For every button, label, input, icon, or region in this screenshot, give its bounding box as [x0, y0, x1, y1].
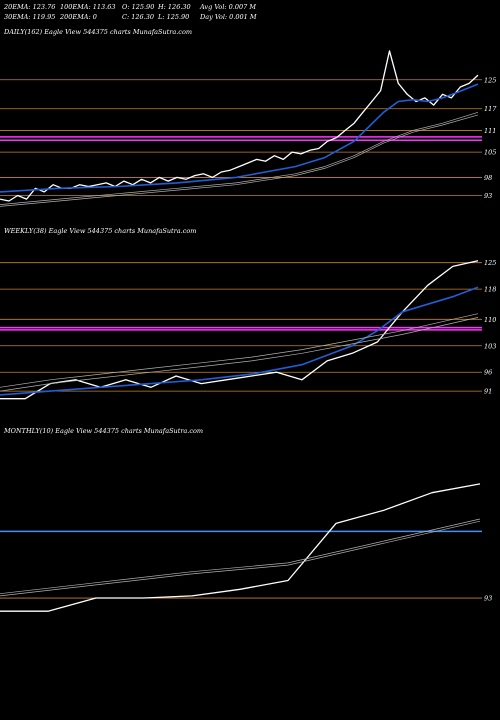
y-tick-label: 110 [484, 316, 496, 324]
stat-ema30: 30EMA: 119.95 [4, 13, 55, 21]
y-tick-label: 125 [484, 76, 496, 84]
y-tick-label: 93 [484, 192, 492, 200]
y-tick-label: 96 [484, 369, 492, 377]
daily-panel: 125 117 111 105 98 93 [0, 50, 497, 207]
stat-day-vol: Day Vol: 0.001 M [199, 13, 257, 21]
ema-blue-line [0, 83, 479, 193]
y-tick-label: 125 [484, 259, 496, 267]
y-tick-label: 93 [484, 595, 492, 603]
ema-gray-2-line [0, 317, 479, 392]
stat-avg-vol: Avg Vol: 0.007 M [199, 3, 256, 11]
stat-ema200: 200EMA: 0 [59, 13, 97, 21]
header-stats: 20EMA: 123.76 100EMA: 113.63 O: 125.90 H… [3, 3, 257, 21]
price-line [0, 260, 479, 400]
stat-high: H: 126.30 [157, 3, 191, 11]
y-tick-label: 103 [484, 342, 496, 350]
y-tick-label: 105 [484, 149, 496, 157]
ema-blue-line [0, 286, 479, 396]
stat-open: O: 125.90 [122, 3, 154, 11]
ema-gray-2-line [0, 114, 479, 207]
daily-panel-title: DAILY(162) Eagle View 544375 charts Muna… [3, 28, 192, 36]
stat-low: L: 125.90 [157, 13, 189, 21]
ema-gray-1-line [0, 518, 481, 595]
stat-ema100: 100EMA: 113.63 [60, 3, 116, 11]
monthly-panel-title: MONTHLY(10) Eagle View 544375 charts Mun… [3, 427, 203, 435]
y-tick-label: 118 [484, 286, 496, 294]
monthly-panel: 93 [0, 483, 492, 612]
price-line [0, 50, 479, 202]
y-tick-label: 91 [484, 388, 492, 396]
ema-gray-1-line [0, 111, 479, 205]
ema-gray-2-line [0, 520, 481, 597]
ema-gray-1-line [0, 313, 479, 388]
y-tick-label: 117 [484, 105, 497, 113]
y-tick-label: 98 [484, 174, 492, 182]
price-line [0, 483, 481, 612]
weekly-panel: 125 118 110 103 96 91 [0, 259, 496, 400]
stat-ema20: 20EMA: 123.76 [3, 3, 55, 11]
weekly-panel-title: WEEKLY(38) Eagle View 544375 charts Muna… [4, 227, 196, 235]
y-tick-label: 111 [484, 127, 496, 135]
stat-close: C: 126.30 [122, 13, 154, 21]
